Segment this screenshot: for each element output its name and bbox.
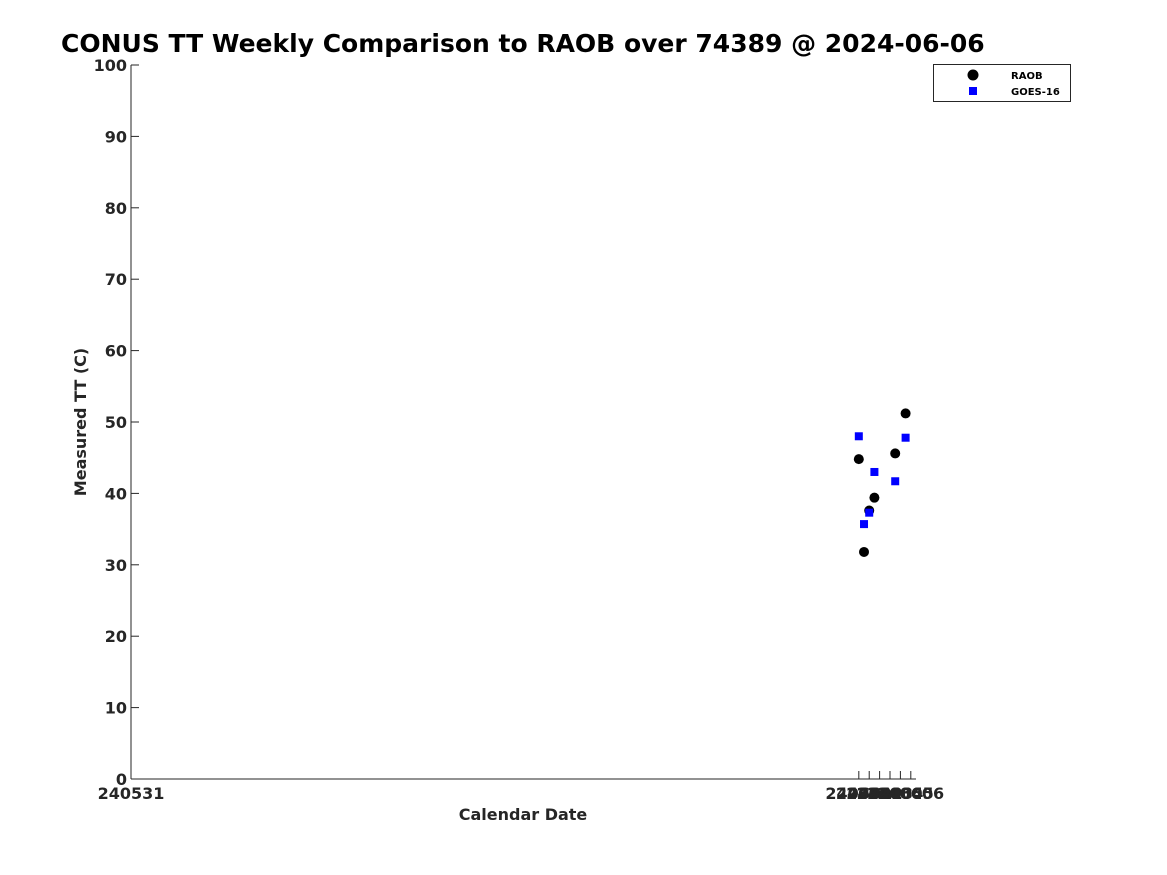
x-tick-label: 240602 [836, 784, 903, 803]
raob-point [853, 454, 864, 465]
raob-point [890, 448, 901, 459]
y-tick-label: 0 [116, 770, 127, 789]
legend: RAOB GOES-16 [933, 64, 1071, 102]
y-axis-label: Measured TT (C) [71, 348, 90, 496]
y-tick-label: 70 [105, 270, 127, 289]
goes-16-point [901, 433, 910, 442]
legend-marker-goes-16 [969, 87, 977, 95]
y-tick-label: 30 [105, 556, 127, 575]
y-tick-label: 50 [105, 413, 127, 432]
chart-title: CONUS TT Weekly Comparison to RAOB over … [61, 29, 985, 58]
legend-box [933, 64, 1071, 102]
raob-point [859, 546, 870, 557]
legend-label-goes-16: GOES-16 [1011, 87, 1060, 98]
y-ticks: 0 10 20 30 40 50 60 70 80 90 100 [94, 56, 139, 789]
y-tick-label: 40 [105, 484, 127, 503]
data-points [853, 408, 911, 557]
x-tick-label: 240605 [867, 784, 934, 803]
goes-16-point [865, 508, 874, 517]
x-tick-label: 240603 [846, 784, 913, 803]
goes-16-point [870, 467, 879, 476]
y-tick-label: 10 [105, 699, 127, 718]
goes-16-point [891, 477, 900, 486]
goes-16-point [854, 432, 863, 441]
y-tick-label: 80 [105, 199, 127, 218]
x-axis-label: Calendar Date [459, 805, 588, 824]
legend-label-raob: RAOB [1011, 71, 1043, 82]
x-tick-label: 240601 [825, 784, 892, 803]
axes [130, 65, 916, 780]
x-tick-label: 240531 [98, 784, 165, 803]
legend-marker-raob [967, 69, 979, 81]
goes-16-point [860, 520, 869, 529]
y-tick-label: 90 [105, 127, 127, 146]
x-tick-label: 240604 [857, 784, 924, 803]
raob-point [900, 408, 911, 419]
y-tick-label: 20 [105, 627, 127, 646]
y-tick-label: 60 [105, 342, 127, 361]
y-tick-label: 100 [94, 56, 127, 75]
x-ticks: 240531 2406012406022406032406042406052406… [98, 771, 944, 803]
x-tick-label: 240606 [877, 784, 944, 803]
raob-point [869, 492, 880, 503]
